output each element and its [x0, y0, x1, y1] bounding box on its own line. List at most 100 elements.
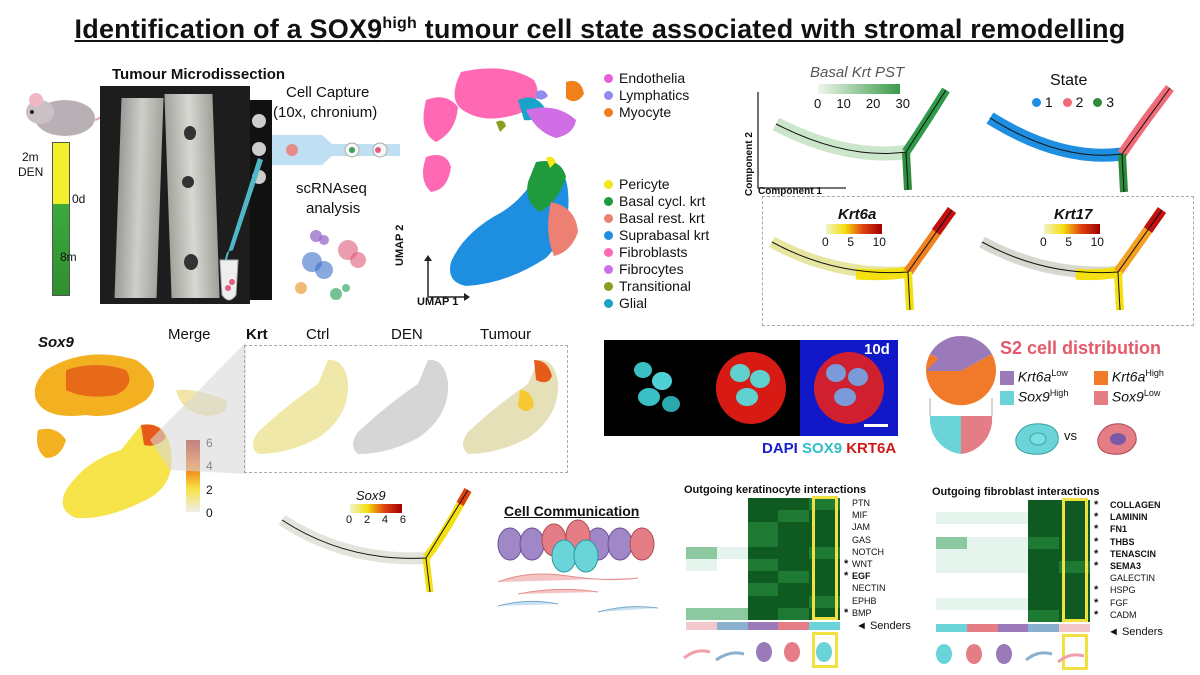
sox9-channel: [604, 340, 702, 436]
heatmap-cell: [716, 546, 749, 560]
krt-condition-box: [244, 345, 568, 473]
heatmap-cell: [936, 561, 968, 574]
heatmap-cell: [997, 524, 1029, 538]
significance-star: *: [844, 606, 849, 619]
heatmap-row-label: THBS: [1110, 536, 1135, 547]
umap-legend-bottom: Pericyte Basal cycl. krt Basal rest. krt…: [604, 176, 709, 312]
heatmap-cell: [747, 559, 779, 572]
heatmap-row-label: TENASCIN: [1110, 548, 1157, 559]
heatmap-cell: [936, 585, 968, 599]
heatmap-cell: [966, 536, 999, 550]
merge-channel: [702, 340, 800, 436]
kera-sender-icons: [683, 642, 832, 662]
heatmap-row-label: SEMA3: [1110, 561, 1142, 571]
heatmap-row-label: NECTIN: [852, 583, 886, 594]
state-title: State: [1050, 72, 1088, 89]
heatmap-cell: [778, 607, 810, 621]
heatmap-cell: [778, 583, 810, 597]
heatmap-row-label: EGF: [852, 571, 871, 582]
heatmap-cell: [1028, 524, 1060, 538]
significance-star: *: [1094, 560, 1099, 572]
heatmap-cell: [809, 583, 841, 597]
heatmap-cell: [716, 595, 749, 609]
figure-title: Identification of a SOX9high tumour cell…: [74, 14, 1126, 44]
day-label: 10d: [864, 341, 890, 358]
heatmap-cell: [809, 522, 841, 536]
heatmap-cell: [716, 522, 749, 536]
capture-line1: Cell Capture: [286, 84, 370, 101]
zoom-funnel: [150, 342, 246, 474]
heatmap-cell: [809, 571, 841, 584]
heatmap-cell: [966, 548, 999, 562]
basal-pst-title: Basal Krt PST: [810, 64, 905, 81]
heatmap-cell: [997, 512, 1029, 525]
basal-pst-colorbar: [818, 84, 900, 94]
heatmap-cell: [747, 498, 779, 511]
merge-title: Merge: [168, 326, 211, 343]
heatmap-cell: [1059, 512, 1091, 525]
heatmap-cell: [747, 607, 779, 621]
significance-star: *: [844, 570, 849, 583]
heatmap-cell: [686, 522, 718, 536]
significance-star: *: [1094, 608, 1099, 621]
heatmap-row-label: GAS: [852, 534, 872, 545]
significance-star: *: [1094, 584, 1099, 597]
heatmap-cell: [1028, 585, 1060, 599]
krt17-colorbar: [1044, 224, 1100, 234]
pipette-tube-icon: [219, 158, 263, 301]
kera-row-labels: PTN MIF JAM GAS NOTCH WNT * EGF * NECTIN EPHB BMP *: [844, 498, 912, 620]
heatmap-row-label: NOTCH: [852, 546, 884, 557]
heatmap-row-label: GALECTIN: [1110, 573, 1156, 584]
heatmap-cell: [936, 536, 968, 550]
heatmap-cell: [778, 510, 810, 523]
heatmap-cell: [686, 607, 718, 621]
mouse-icon: [26, 93, 110, 136]
heatmap-cell: [966, 585, 999, 599]
state-legend: 1 2 3: [1032, 94, 1114, 110]
capture-line2: (10x, chronium): [273, 104, 378, 121]
s2-cell-icons: [1015, 423, 1137, 455]
heatmap-cell: [936, 597, 968, 611]
vs-label: vs: [1064, 428, 1077, 443]
krt6a-title: Krt6a: [838, 206, 877, 223]
heatmap-cell: [778, 595, 810, 609]
heatmap-cell: [1059, 536, 1091, 550]
state-trajectory: [986, 84, 1174, 193]
fibro-row-labels: COLLAGEN * LAMININ * FN1 * THBS * TENASCIN * SEMA3…: [1094, 499, 1190, 622]
sox9-traj-title: Sox9: [356, 488, 386, 503]
umap-plot: [422, 68, 584, 301]
heatmap-cell: [1059, 597, 1091, 611]
heatmap-cell: [716, 607, 749, 621]
heatmap-cell: [1059, 524, 1091, 538]
fibro-heatmap-title: Outgoing fibroblast interactions: [932, 486, 1100, 498]
microscopy-panel: [604, 340, 898, 436]
heatmap-cell: [716, 571, 749, 584]
heatmap-cell: [716, 583, 749, 597]
krt6a-trajectory: [769, 207, 957, 311]
heatmap-cell: [997, 597, 1029, 611]
krt-title: Krt: [246, 326, 268, 343]
heatmap-row-label: COLLAGEN: [1110, 500, 1161, 510]
heatmap-cell: [1059, 500, 1091, 513]
heatmap-cell: [778, 534, 810, 548]
heatmap-cell: [809, 559, 841, 572]
s2-title: S2 cell distribution: [1000, 338, 1162, 358]
heatmap-cell: [747, 583, 779, 597]
heatmap-row-label: EPHB: [852, 595, 877, 606]
heatmap-cell: [809, 498, 841, 511]
heatmap-cell: [778, 498, 810, 511]
heatmap-row-label: FN1: [1110, 524, 1128, 535]
heatmap-cell: [716, 534, 749, 548]
fibro-sender-bar: [936, 624, 1090, 632]
heatmap-cell: [747, 510, 779, 523]
heatmap-cell: [747, 595, 779, 609]
significance-star: *: [1094, 547, 1099, 560]
timeline-bar: [52, 142, 70, 296]
basal-pst-ticks: 0 10 20 30: [814, 96, 910, 111]
significance-star: *: [1094, 499, 1099, 511]
heatmap-cell: [936, 548, 968, 562]
heatmap-cell: [966, 573, 999, 586]
heatmap-cell: [1028, 573, 1060, 586]
fibro-sender-icons: [936, 644, 1085, 664]
heatmap-cell: [1059, 585, 1091, 599]
